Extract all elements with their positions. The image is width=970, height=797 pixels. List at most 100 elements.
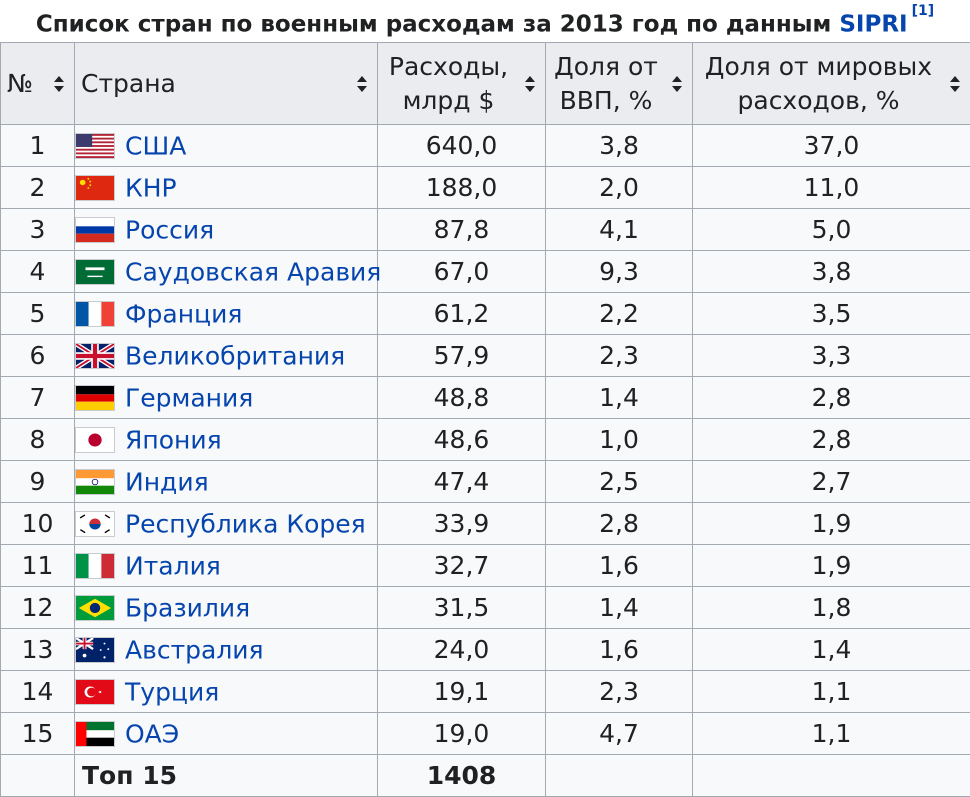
header-world-share[interactable]: Доля от мировых расходов, % (693, 43, 970, 125)
gdp-share-cell: 3,8 (546, 125, 693, 167)
country-cell: США (75, 125, 378, 167)
country-cell: Индия (75, 461, 378, 503)
country-link[interactable]: ОАЭ (125, 720, 179, 749)
country-link[interactable]: США (125, 132, 186, 161)
gdp-share-cell: 2,0 (546, 167, 693, 209)
table-row: 8 Япония 48,6 1,0 2,8 (1, 419, 970, 461)
world-share-cell: 2,8 (693, 377, 970, 419)
spending-cell: 33,9 (378, 503, 546, 545)
country-link[interactable]: Германия (125, 384, 253, 413)
header-rank[interactable]: № (1, 43, 75, 125)
sort-icon[interactable] (53, 75, 65, 93)
spending-cell: 87,8 (378, 209, 546, 251)
country-link[interactable]: Республика Корея (125, 510, 366, 539)
caption-reference[interactable]: [1] (912, 3, 935, 19)
gdp-share-cell: 1,4 (546, 377, 693, 419)
rank-cell: 6 (1, 335, 75, 377)
country-cell: Австралия (75, 629, 378, 671)
total-rank-cell (1, 755, 75, 797)
header-gdp-line1: Доля от (554, 52, 658, 81)
country-cell: КНР (75, 167, 378, 209)
south-korea-flag-icon (75, 511, 115, 537)
total-spending-cell: 1408 (378, 755, 546, 797)
rank-cell: 12 (1, 587, 75, 629)
table-row: 15 ОАЭ 19,0 4,7 1,1 (1, 713, 970, 755)
country-cell: Республика Корея (75, 503, 378, 545)
country-link[interactable]: Индия (125, 468, 209, 497)
spending-cell: 24,0 (378, 629, 546, 671)
header-country[interactable]: Страна (75, 43, 378, 125)
table-row: 13 Австралия 24,0 1,6 1,4 (1, 629, 970, 671)
country-link[interactable]: Великобритания (125, 342, 345, 371)
gdp-share-cell: 2,8 (546, 503, 693, 545)
rank-cell: 1 (1, 125, 75, 167)
table-row: 7 Германия 48,8 1,4 2,8 (1, 377, 970, 419)
australia-flag-icon (75, 637, 115, 663)
header-country-label: Страна (81, 69, 176, 98)
caption-source-link[interactable]: SIPRI (839, 12, 907, 38)
country-link[interactable]: Турция (125, 678, 219, 707)
spending-cell: 640,0 (378, 125, 546, 167)
country-link[interactable]: Бразилия (125, 594, 250, 623)
country-link[interactable]: Австралия (125, 636, 264, 665)
world-share-cell: 37,0 (693, 125, 970, 167)
rank-cell: 9 (1, 461, 75, 503)
country-link[interactable]: Россия (125, 216, 214, 245)
usa-flag-icon (75, 133, 115, 159)
sort-icon[interactable] (949, 75, 961, 93)
table-row: 9 Индия 47,4 2,5 2,7 (1, 461, 970, 503)
caption-text: Список стран по военным расходам за 2013… (36, 12, 839, 38)
spending-cell: 57,9 (378, 335, 546, 377)
gdp-share-cell: 9,3 (546, 251, 693, 293)
table-caption: Список стран по военным расходам за 2013… (0, 0, 970, 42)
france-flag-icon (75, 301, 115, 327)
total-gdp-cell (546, 755, 693, 797)
uae-flag-icon (75, 721, 115, 747)
country-cell: Япония (75, 419, 378, 461)
country-link[interactable]: Япония (125, 426, 222, 455)
header-spending[interactable]: Расходы, млрд $ (378, 43, 546, 125)
country-cell: Саудовская Аравия (75, 251, 378, 293)
sort-icon[interactable] (671, 75, 683, 93)
country-link[interactable]: Италия (125, 552, 221, 581)
rank-cell: 15 (1, 713, 75, 755)
world-share-cell: 1,8 (693, 587, 970, 629)
rank-cell: 7 (1, 377, 75, 419)
india-flag-icon (75, 469, 115, 495)
header-row: № Страна Расходы, млрд $ Доля от ВВП, % … (1, 43, 970, 125)
world-share-cell: 5,0 (693, 209, 970, 251)
world-share-cell: 3,3 (693, 335, 970, 377)
spending-cell: 48,8 (378, 377, 546, 419)
sort-icon[interactable] (356, 75, 368, 93)
country-link[interactable]: Франция (125, 300, 242, 329)
saudi-arabia-flag-icon (75, 259, 115, 285)
country-link[interactable]: Саудовская Аравия (125, 258, 381, 287)
gdp-share-cell: 2,3 (546, 335, 693, 377)
gdp-share-cell: 2,3 (546, 671, 693, 713)
russia-flag-icon (75, 217, 115, 243)
sort-icon[interactable] (524, 75, 536, 93)
header-spending-line2: млрд $ (403, 86, 495, 115)
rank-cell: 2 (1, 167, 75, 209)
header-spending-line1: Расходы, (389, 52, 508, 81)
country-cell: Германия (75, 377, 378, 419)
japan-flag-icon (75, 427, 115, 453)
rank-cell: 10 (1, 503, 75, 545)
header-gdp-share[interactable]: Доля от ВВП, % (546, 43, 693, 125)
gdp-share-cell: 1,6 (546, 545, 693, 587)
spending-cell: 61,2 (378, 293, 546, 335)
rank-cell: 3 (1, 209, 75, 251)
table-row: 1 США 640,0 3,8 37,0 (1, 125, 970, 167)
country-link[interactable]: КНР (125, 174, 177, 203)
header-gdp-line2: ВВП, % (560, 86, 653, 115)
gdp-share-cell: 2,5 (546, 461, 693, 503)
spending-cell: 19,1 (378, 671, 546, 713)
total-row: Топ 15 1408 (1, 755, 970, 797)
rank-cell: 14 (1, 671, 75, 713)
gdp-share-cell: 4,1 (546, 209, 693, 251)
world-share-cell: 1,1 (693, 713, 970, 755)
gdp-share-cell: 4,7 (546, 713, 693, 755)
country-cell: Россия (75, 209, 378, 251)
country-cell: Великобритания (75, 335, 378, 377)
world-share-cell: 1,9 (693, 545, 970, 587)
